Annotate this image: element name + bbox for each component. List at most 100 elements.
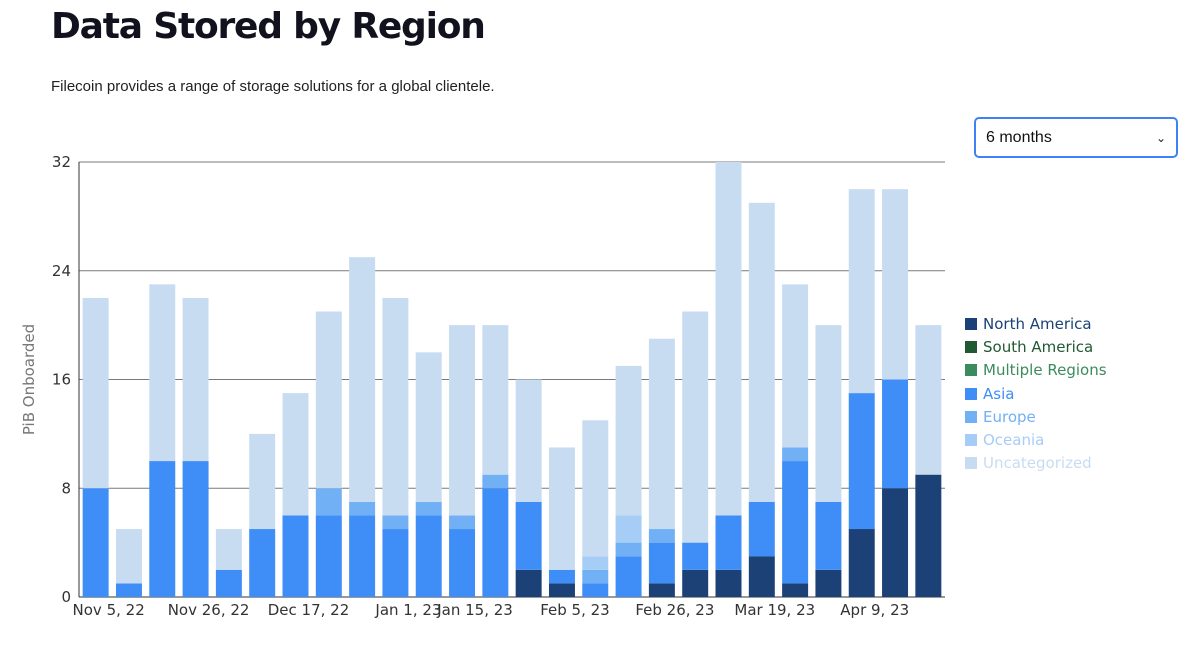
x-tick-label: Nov 26, 22	[168, 601, 250, 619]
bar-segment-uncategorized[interactable]	[249, 433, 276, 530]
y-tick-label: 32	[52, 153, 71, 171]
legend-item-oceania[interactable]: Oceania	[965, 428, 1107, 451]
legend-label: Oceania	[983, 431, 1045, 450]
time-range-select-value: 6 months	[986, 128, 1052, 146]
bar-segment-north-america[interactable]	[682, 569, 709, 597]
bar-segment-uncategorized[interactable]	[548, 447, 575, 570]
bar-segment-europe[interactable]	[449, 515, 476, 530]
bar-segment-north-america[interactable]	[848, 529, 875, 597]
legend-label: Europe	[983, 407, 1036, 426]
bar-segment-uncategorized[interactable]	[415, 352, 442, 502]
bar-segment-asia[interactable]	[182, 461, 209, 597]
bar-segment-uncategorized[interactable]	[915, 325, 942, 475]
bar-segment-oceania[interactable]	[615, 515, 642, 543]
x-tick-label: Dec 17, 22	[268, 601, 350, 619]
bar-segment-uncategorized[interactable]	[782, 284, 809, 448]
bar-segment-asia[interactable]	[782, 461, 809, 584]
y-tick-label: 8	[61, 479, 71, 497]
bar-segment-uncategorized[interactable]	[815, 325, 842, 502]
bar-segment-asia[interactable]	[382, 529, 409, 597]
bar-segment-uncategorized[interactable]	[615, 365, 642, 516]
bar-segment-north-america[interactable]	[715, 569, 742, 597]
bar-segment-uncategorized[interactable]	[115, 529, 142, 584]
bar-segment-north-america[interactable]	[915, 474, 942, 597]
bar-segment-asia[interactable]	[482, 488, 509, 597]
bar-segment-uncategorized[interactable]	[215, 529, 242, 570]
bar-segment-asia[interactable]	[449, 529, 476, 597]
bar-segment-north-america[interactable]	[882, 488, 909, 597]
legend-item-south-america[interactable]: South America	[965, 335, 1107, 358]
bar-segment-asia[interactable]	[249, 529, 276, 597]
time-range-select[interactable]: 6 months ⌄	[974, 117, 1178, 158]
bar-segment-uncategorized[interactable]	[149, 284, 176, 462]
bar-segment-asia[interactable]	[682, 542, 709, 570]
bar-segment-north-america[interactable]	[515, 569, 542, 597]
legend-item-multiple-regions[interactable]: Multiple Regions	[965, 359, 1107, 382]
bar-segment-europe[interactable]	[582, 569, 609, 584]
bar-segment-north-america[interactable]	[748, 556, 775, 597]
bar-segment-europe[interactable]	[648, 529, 675, 543]
bar-segment-asia[interactable]	[548, 569, 575, 584]
bar-segment-uncategorized[interactable]	[648, 338, 675, 530]
x-tick-label: Feb 26, 23	[635, 601, 714, 619]
bar-segment-asia[interactable]	[882, 379, 909, 489]
y-tick-label: 0	[61, 588, 71, 606]
bar-segment-uncategorized[interactable]	[315, 311, 342, 489]
bar-segment-uncategorized[interactable]	[748, 202, 775, 502]
y-axis-label: PiB Onboarded	[20, 324, 38, 435]
chart-legend: North America South America Multiple Regio…	[965, 312, 1107, 475]
legend-label: Multiple Regions	[983, 361, 1107, 380]
bar-segment-asia[interactable]	[715, 515, 742, 570]
bar-segment-uncategorized[interactable]	[282, 393, 309, 516]
bar-segment-europe[interactable]	[315, 488, 342, 516]
bar-segment-uncategorized[interactable]	[682, 311, 709, 543]
legend-swatch	[965, 434, 977, 447]
legend-item-uncategorized[interactable]: Uncategorized	[965, 452, 1107, 475]
legend-item-europe[interactable]: Europe	[965, 405, 1107, 428]
bar-segment-uncategorized[interactable]	[382, 297, 409, 516]
bar-segment-uncategorized[interactable]	[82, 297, 109, 489]
bar-segment-asia[interactable]	[815, 501, 842, 570]
bar-segment-europe[interactable]	[382, 515, 409, 530]
bar-segment-north-america[interactable]	[548, 583, 575, 597]
bar-segment-asia[interactable]	[82, 488, 109, 597]
bar-segment-europe[interactable]	[349, 501, 376, 516]
bar-segment-uncategorized[interactable]	[449, 325, 476, 516]
bar-segment-europe[interactable]	[482, 474, 509, 489]
bar-segment-asia[interactable]	[615, 556, 642, 597]
bar-segment-asia[interactable]	[648, 542, 675, 584]
bar-segment-asia[interactable]	[149, 461, 176, 597]
bar-segment-europe[interactable]	[415, 501, 442, 516]
legend-label: North America	[983, 314, 1092, 333]
bar-segment-asia[interactable]	[282, 515, 309, 597]
bar-segment-asia[interactable]	[415, 515, 442, 597]
bar-segment-asia[interactable]	[215, 569, 242, 597]
bar-segment-uncategorized[interactable]	[848, 189, 875, 394]
bar-segment-north-america[interactable]	[782, 583, 809, 597]
bar-segment-asia[interactable]	[848, 393, 875, 530]
legend-swatch	[965, 387, 977, 400]
bar-segment-north-america[interactable]	[815, 569, 842, 597]
x-tick-label: Mar 19, 23	[734, 601, 815, 619]
bar-segment-europe[interactable]	[615, 542, 642, 557]
bar-segment-uncategorized[interactable]	[582, 420, 609, 557]
bar-segment-uncategorized[interactable]	[882, 189, 909, 380]
bar-segment-asia[interactable]	[582, 583, 609, 597]
bar-segment-uncategorized[interactable]	[349, 257, 376, 502]
bar-segment-asia[interactable]	[315, 515, 342, 597]
bar-segment-uncategorized[interactable]	[515, 379, 542, 502]
bar-segment-oceania[interactable]	[582, 556, 609, 570]
bar-segment-north-america[interactable]	[648, 583, 675, 597]
bar-segment-asia[interactable]	[515, 501, 542, 570]
bar-segment-asia[interactable]	[748, 501, 775, 557]
legend-item-north-america[interactable]: North America	[965, 312, 1107, 335]
bar-segment-asia[interactable]	[349, 515, 376, 597]
bar-segment-uncategorized[interactable]	[715, 162, 742, 516]
legend-item-asia[interactable]: Asia	[965, 382, 1107, 405]
bar-segment-europe[interactable]	[782, 447, 809, 462]
legend-label: Asia	[983, 384, 1015, 403]
bar-segment-uncategorized[interactable]	[182, 297, 209, 462]
bar-segment-uncategorized[interactable]	[482, 325, 509, 475]
bar-segment-asia[interactable]	[115, 583, 142, 597]
legend-label: Uncategorized	[983, 454, 1092, 473]
